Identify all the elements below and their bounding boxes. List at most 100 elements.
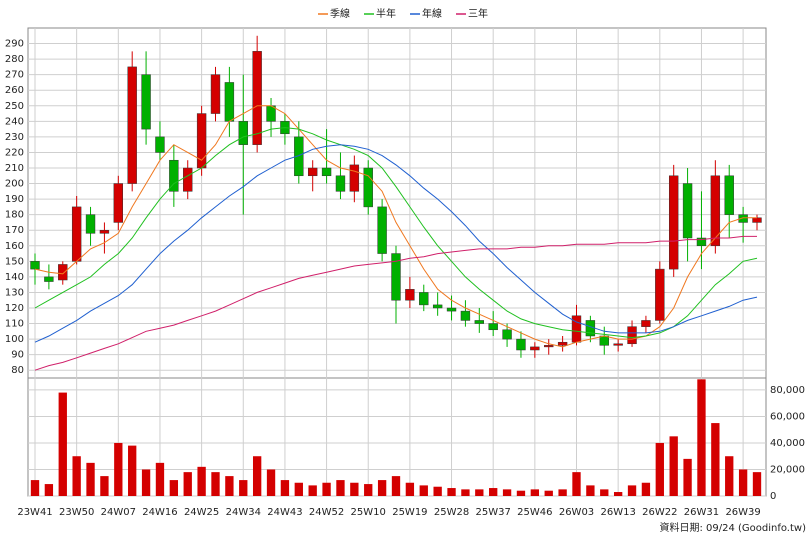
x-tick-label: 25W10 <box>351 507 386 518</box>
candle-body <box>44 276 54 282</box>
y-tick-label: 160 <box>5 241 24 252</box>
volume-bar <box>447 488 456 496</box>
candle-body <box>641 320 651 327</box>
legend-label: 年線 <box>422 7 442 20</box>
volume-bar <box>225 476 234 496</box>
candle-body <box>169 159 179 192</box>
volume-bar <box>475 489 484 496</box>
y-tick-label: 270 <box>5 70 24 81</box>
x-tick-label: 26W31 <box>684 507 719 518</box>
candle-body <box>446 307 457 312</box>
candle-body <box>58 264 68 281</box>
candle-body <box>294 136 304 177</box>
volume-bar <box>738 469 748 496</box>
y-tick-label: 230 <box>5 132 24 143</box>
volume-bar <box>336 480 345 496</box>
volume-bar <box>669 436 678 496</box>
x-tick-label: 23W50 <box>59 507 94 518</box>
volume-bar <box>294 482 303 496</box>
volume-bar <box>697 379 706 496</box>
y-tick-label: 200 <box>5 179 24 190</box>
x-tick-label: 25W28 <box>434 507 469 518</box>
candle-body <box>752 217 762 223</box>
candle-body <box>71 206 82 262</box>
candle-body <box>682 183 693 239</box>
y2-tick-label: 20,000 <box>770 464 805 475</box>
x-tick-label: 25W19 <box>392 507 427 518</box>
volume-bar <box>72 456 81 496</box>
volume-bar <box>211 472 220 496</box>
candle-body <box>141 74 151 130</box>
x-tick-label: 24W25 <box>184 507 219 518</box>
candle-body <box>405 289 415 301</box>
x-tick-label: 26W03 <box>559 507 594 518</box>
candle-body <box>516 338 526 351</box>
volume-bar <box>641 482 651 496</box>
volume-bar <box>114 442 123 496</box>
volume-bar <box>377 480 387 496</box>
y-tick-label: 190 <box>5 194 24 205</box>
ma-line <box>34 144 758 343</box>
y-tick-label: 240 <box>5 116 24 127</box>
volume-bar <box>572 472 581 496</box>
y2-tick-label: 80,000 <box>770 385 805 396</box>
candle-body <box>488 323 498 331</box>
candle-body <box>349 164 360 192</box>
candle-body <box>557 341 568 346</box>
candle-body <box>335 175 346 192</box>
x-tick-label: 24W43 <box>267 507 302 518</box>
candle-body <box>30 261 40 270</box>
candle-body <box>155 136 165 153</box>
y2-tick-label: 0 <box>770 491 776 502</box>
volume-bar <box>725 456 734 496</box>
y-tick-label: 90 <box>11 350 24 361</box>
candle-body <box>655 268 665 321</box>
x-tick-label: 25W46 <box>517 507 552 518</box>
candle-body <box>724 175 734 215</box>
volume-bar <box>266 469 276 496</box>
x-tick-label: 24W34 <box>226 507 261 518</box>
volume-bar <box>711 423 720 496</box>
volume-bar <box>489 488 498 496</box>
volume-bar <box>280 480 290 496</box>
candle-body <box>668 175 679 270</box>
candle-body <box>599 335 609 346</box>
volume-bar <box>419 485 428 496</box>
volume-bar <box>128 445 137 496</box>
volume-bar <box>350 482 359 496</box>
y-tick-label: 250 <box>5 101 24 112</box>
candle-body <box>460 310 471 321</box>
volume-bar <box>197 466 206 496</box>
volume-bar <box>86 462 95 496</box>
y-tick-label: 140 <box>5 272 24 283</box>
volume-bar <box>322 482 331 496</box>
x-tick-label: 26W13 <box>600 507 635 518</box>
legend-label: 三年 <box>468 7 488 20</box>
x-tick-label: 24W16 <box>142 507 177 518</box>
volume-bar <box>141 469 151 496</box>
y-tick-label: 110 <box>5 319 24 330</box>
volume-bar <box>364 484 373 496</box>
y-tick-label: 220 <box>5 147 24 158</box>
volume-bar <box>752 472 762 496</box>
candle-body <box>363 167 373 208</box>
candle-body <box>127 66 137 184</box>
volume-bar <box>502 489 512 496</box>
volume-bar <box>155 462 165 496</box>
volume-bar <box>600 489 609 496</box>
y2-tick-label: 60,000 <box>770 411 805 422</box>
x-tick-label: 24W52 <box>309 507 344 518</box>
volume-bar <box>100 476 109 496</box>
candle-body <box>224 82 235 122</box>
volume-bar <box>433 486 442 496</box>
volume-bar <box>461 489 470 496</box>
candle-body <box>474 320 485 324</box>
y-tick-label: 120 <box>5 303 24 314</box>
y-tick-label: 150 <box>5 256 24 267</box>
volume-bar <box>627 485 637 496</box>
y-tick-label: 170 <box>5 225 24 236</box>
volume-bar <box>558 489 567 496</box>
candle-body <box>391 253 401 301</box>
volume-bar <box>655 442 664 496</box>
